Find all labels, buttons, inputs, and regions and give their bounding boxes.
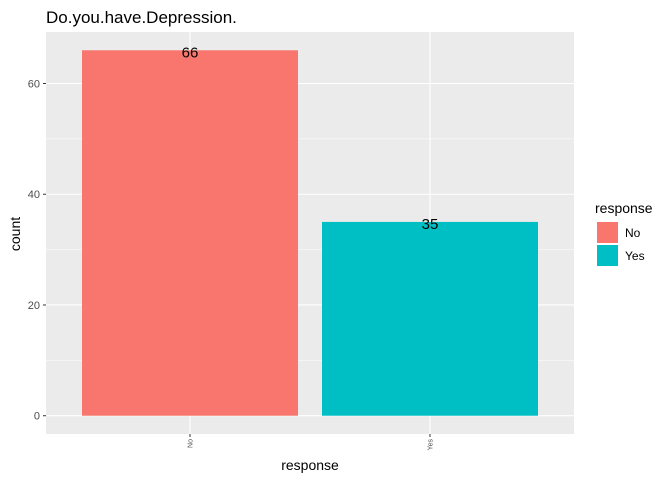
bar-yes	[322, 221, 538, 416]
y-tick-label: 40	[28, 189, 40, 201]
chart-title: Do.you.have.Depression.	[46, 8, 237, 27]
data-label: 35	[422, 216, 439, 233]
data-label: 66	[182, 44, 199, 61]
legend-label-no: No	[625, 226, 641, 240]
legend-key-yes	[597, 245, 618, 266]
bar-no	[82, 50, 298, 416]
legend-key-no	[597, 222, 618, 243]
y-tick-label: 60	[28, 78, 40, 90]
legend-label-yes: Yes	[625, 249, 645, 263]
x-tick-label: Yes	[428, 439, 435, 451]
y-axis-title: count	[7, 217, 23, 251]
y-tick-label: 0	[34, 411, 40, 423]
x-axis-title: response	[281, 457, 339, 473]
legend: response No Yes	[595, 200, 653, 266]
y-tick-label: 20	[28, 300, 40, 312]
x-tick-label: No	[188, 439, 195, 448]
legend-title: response	[595, 200, 653, 216]
